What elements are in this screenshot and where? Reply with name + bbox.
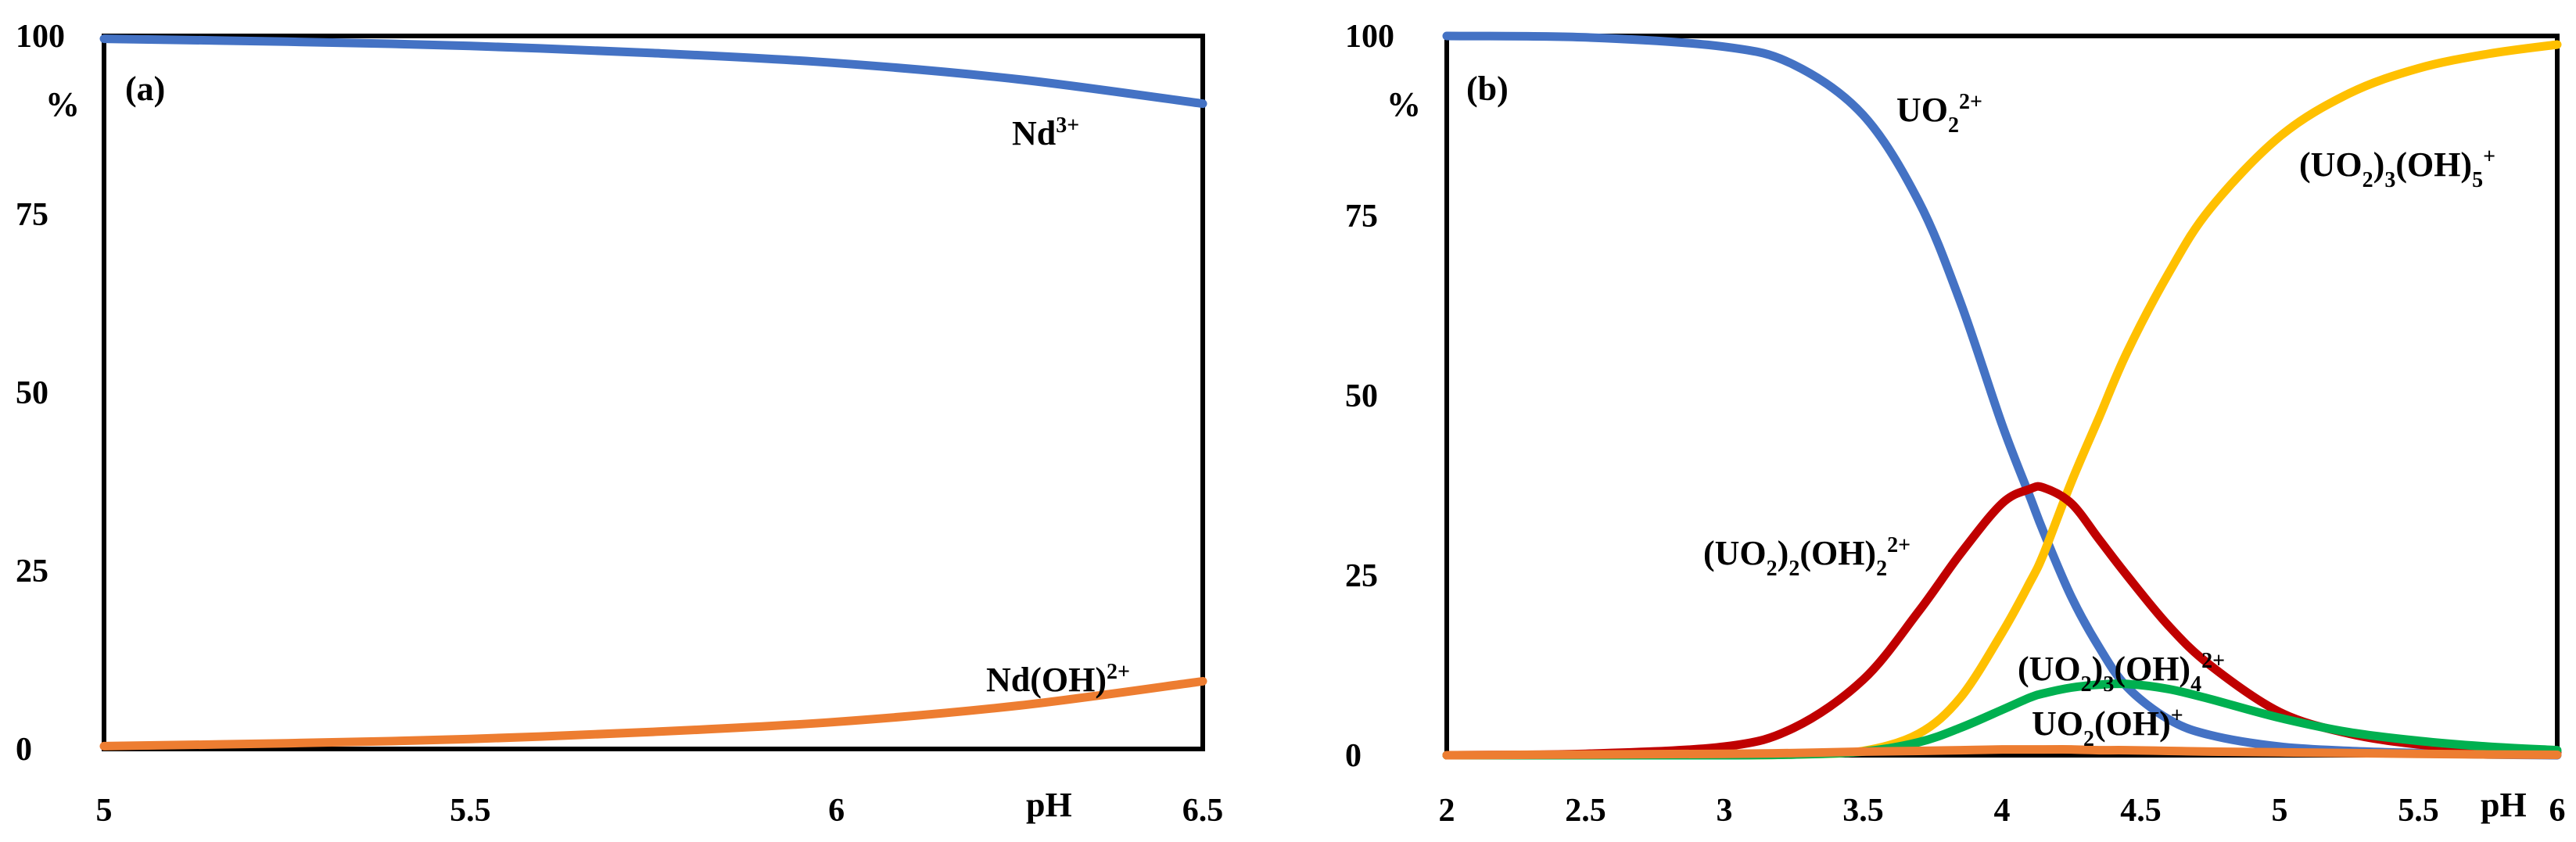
panel-a-y-tick-50: 50 xyxy=(16,375,48,411)
legend-label-ndoh: Nd(OH)2+ xyxy=(986,660,1130,699)
legend-label-uo2-2-oh-2-p3: ) xyxy=(1778,534,1789,572)
legend-label-uo2-3-oh-5-p6: 5 xyxy=(2472,168,2483,192)
legend-label-uo2-sup: 2+ xyxy=(1959,90,1982,114)
legend-label-uo2-3-oh-4-p4: 3 xyxy=(2103,672,2114,697)
panel-a-y-tick-75: 75 xyxy=(16,197,48,233)
panel-b-y-tick-100: 100 xyxy=(1345,19,1394,55)
panel-a-x-tick-5-5: 5.5 xyxy=(450,793,491,829)
panel-a-plot-area xyxy=(102,34,1205,751)
panel-a-x-tick-6: 6 xyxy=(828,793,845,829)
panel-a-x-tick-6-5: 6.5 xyxy=(1182,793,1224,829)
legend-label-uo2-oh-p1: UO xyxy=(2032,704,2083,743)
legend-label-uo2-2-oh-2-p2: 2 xyxy=(1767,557,1778,581)
legend-label-uo2-2-oh-2-p7: 2+ xyxy=(1887,533,1910,557)
legend-label-ndoh-base: Nd(OH) xyxy=(986,661,1107,699)
legend-label-uo2-sub: 2 xyxy=(1948,113,1959,138)
legend-label-uo2-2-oh-2-p5: (OH) xyxy=(1799,534,1876,572)
panel-a-y-tick-0: 0 xyxy=(16,732,32,768)
panel-b-series-uo2-oh xyxy=(1442,745,2562,760)
legend-label-uo2-oh-p4: + xyxy=(2171,704,2183,728)
legend-label-uo2-3-oh-4-p1: (UO xyxy=(2018,650,2081,688)
panel-b-y-tick-0: 0 xyxy=(1345,738,1362,774)
legend-label-uo2-3-oh-5-p5: (OH) xyxy=(2395,145,2472,184)
panel-a-y-ticks: 0 25 50 75 100 xyxy=(16,19,65,768)
panel-a-y-tick-100: 100 xyxy=(16,19,65,55)
panel-b-x-tick-4: 4 xyxy=(1994,793,2011,829)
panel-a-series-nd-oh-2 xyxy=(99,676,1207,751)
legend-label-uo2-3-oh-5-p4: 3 xyxy=(2384,168,2395,192)
legend-label-uo2-3-oh-4-p6: 4 xyxy=(2190,672,2201,697)
legend-label-uo2-2-oh-2-p6: 2 xyxy=(1876,557,1887,581)
legend-label-nd3-sup: 3+ xyxy=(1056,113,1079,138)
panel-b-label: (b) xyxy=(1466,70,1509,108)
legend-label-uo2-3-oh-4-p2: 2 xyxy=(2081,672,2092,697)
legend-label-uo2-3-oh-4-p5: (OH) xyxy=(2114,650,2190,688)
panel-b-series-uo2-3-oh-5 xyxy=(1442,40,2562,760)
panel-b-y-tick-75: 75 xyxy=(1345,199,1378,235)
legend-label-uo2-3-oh-5-p1: (UO xyxy=(2299,145,2363,184)
panel-b-x-tick-5: 5 xyxy=(2272,793,2288,829)
panel-a-x-ticks: 5 5.5 6 6.5 xyxy=(96,793,1224,829)
panel-b-x-tick-2-5: 2.5 xyxy=(1565,793,1606,829)
panel-b-x-axis-title: pH xyxy=(2481,786,2527,824)
panel-b-x-tick-3-5: 3.5 xyxy=(1842,793,1884,829)
legend-label-uo2: UO22+ xyxy=(1896,90,1982,138)
legend-label-uo2-3-oh-5-p3: ) xyxy=(2373,145,2385,184)
legend-label-uo2-2-oh-2: (UO2)2(OH)22+ xyxy=(1703,533,1910,581)
panel-a-curves xyxy=(99,34,1207,751)
panel-b-plot-area xyxy=(1444,34,2560,758)
panel-b-x-tick-5-5: 5.5 xyxy=(2398,793,2439,829)
panel-b-x-tick-3: 3 xyxy=(1717,793,1733,829)
legend-label-uo2-oh-p2: 2 xyxy=(2083,727,2094,751)
panel-b-series-uo2-2 xyxy=(1442,31,2562,760)
legend-label-uo2-oh-p3: (OH) xyxy=(2094,704,2171,743)
legend-label-ndoh-sup: 2+ xyxy=(1107,660,1130,684)
panel-a-label: (a) xyxy=(125,70,165,108)
panel-a: 0 25 50 75 100 5 5.5 6 6.5 (a) % pH Nd3+ Nd(OH)… xyxy=(16,19,1223,829)
panel-a-x-axis-title: pH xyxy=(1026,786,1072,824)
panel-b-x-tick-4-5: 4.5 xyxy=(2120,793,2162,829)
legend-label-uo2-3-oh-5-p7: + xyxy=(2483,145,2495,169)
panel-a-y-axis-title: % xyxy=(45,85,80,124)
panel-b-y-tick-25: 25 xyxy=(1345,558,1378,594)
legend-label-uo2-oh: UO2(OH)+ xyxy=(2032,704,2183,751)
legend-label-nd3: Nd3+ xyxy=(1012,113,1079,152)
panel-b-curves xyxy=(1442,31,2562,760)
panel-b-y-tick-50: 50 xyxy=(1345,378,1378,414)
panel-b-y-ticks: 0 25 50 75 100 xyxy=(1345,19,1394,774)
legend-label-uo2-3-oh-4-p3: ) xyxy=(2092,650,2104,688)
panel-a-x-tick-5: 5 xyxy=(96,793,113,829)
panel-b-y-axis-title: % xyxy=(1387,85,1421,124)
legend-label-uo2-3-oh-4: (UO2)3(OH)42+ xyxy=(2018,649,2225,697)
legend-label-uo2-3-oh-4-p7: 2+ xyxy=(2201,649,2225,673)
legend-label-uo2-3-oh-5: (UO2)3(OH)5+ xyxy=(2299,145,2495,192)
panel-a-series-nd3 xyxy=(99,34,1207,109)
legend-label-uo2-3-oh-5-p2: 2 xyxy=(2363,168,2373,192)
panel-b-x-tick-6: 6 xyxy=(2549,793,2566,829)
legend-label-uo2-2-oh-2-p1: (UO xyxy=(1703,534,1767,572)
legend-label-uo2-base: UO xyxy=(1896,91,1948,129)
panel-b-x-tick-2: 2 xyxy=(1439,793,1455,829)
panel-b-series-uo2-2-oh-2-2 xyxy=(1442,482,2562,760)
panel-b-x-ticks: 2 2.5 3 3.5 4 4.5 5 5.5 6 xyxy=(1439,793,2566,829)
legend-label-nd3-base: Nd xyxy=(1012,114,1056,152)
panel-a-y-tick-25: 25 xyxy=(16,554,48,589)
legend-label-uo2-2-oh-2-p4: 2 xyxy=(1788,557,1799,581)
